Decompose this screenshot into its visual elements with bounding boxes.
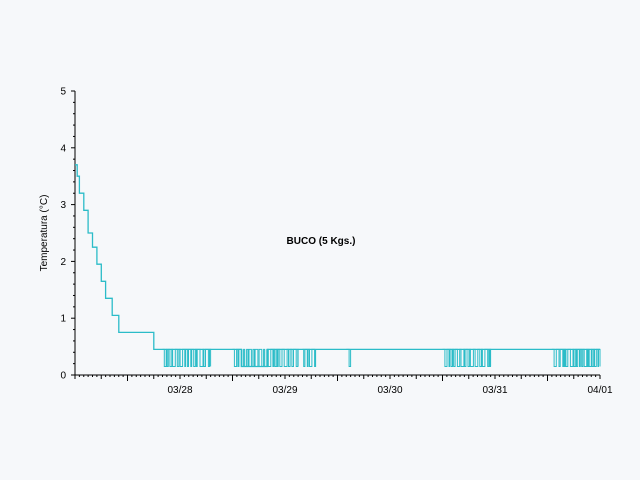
- oscillation-band: [442, 348, 492, 367]
- y-axis: 0 1 2 3 4 5: [60, 87, 76, 382]
- oscillation-band: [162, 348, 212, 367]
- x-tick-label: 03/31: [482, 385, 507, 396]
- x-tick-label: 03/28: [167, 385, 192, 396]
- oscillation-band: [232, 348, 299, 367]
- y-tick-label: 2: [60, 257, 66, 268]
- plot-area: [75, 164, 601, 368]
- y-tick-label: 0: [60, 371, 66, 382]
- x-tick-label: 03/30: [377, 385, 402, 396]
- y-tick-label: 1: [60, 314, 66, 325]
- y-tick-label: 4: [60, 143, 66, 154]
- chart-title: BUCO (5 Kgs.): [287, 236, 356, 247]
- x-tick-label: 03/29: [272, 385, 297, 396]
- oscillation-band: [551, 348, 601, 367]
- oscillation-band: [346, 348, 352, 367]
- oscillation-band: [302, 348, 317, 367]
- y-axis-title: Temperatura (°C): [39, 195, 50, 272]
- x-axis: 03/28 03/29 03/30 03/31 04/01: [74, 374, 613, 396]
- y-tick-label: 5: [60, 87, 66, 98]
- series-line: [75, 164, 600, 368]
- x-tick-label: 04/01: [587, 385, 612, 396]
- y-tick-label: 3: [60, 200, 66, 211]
